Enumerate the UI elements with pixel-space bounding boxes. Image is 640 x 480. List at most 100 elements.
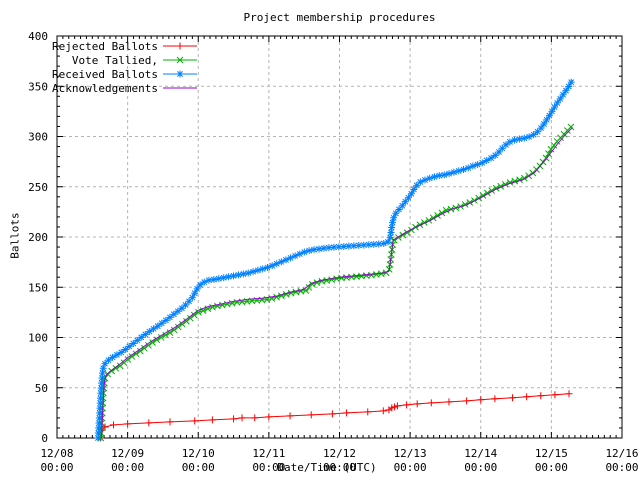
marker-star xyxy=(405,194,412,201)
marker-plus xyxy=(427,399,435,407)
y-tick-label: 100 xyxy=(28,332,48,345)
marker-star xyxy=(516,136,523,142)
marker-star xyxy=(150,325,157,332)
marker-star xyxy=(402,198,409,205)
legend-item-vote-tallied xyxy=(163,56,197,64)
marker-cross xyxy=(136,347,144,355)
marker-star xyxy=(316,246,322,252)
grid-lines xyxy=(57,36,622,438)
marker-cross xyxy=(204,305,212,313)
marker-star xyxy=(554,99,561,106)
marker-star xyxy=(118,349,125,356)
marker-plus xyxy=(403,401,411,409)
x-tick-sublabel: 00:00 xyxy=(605,461,638,474)
marker-cross xyxy=(145,341,152,349)
marker-star xyxy=(122,346,129,353)
y-tick-label: 300 xyxy=(28,131,48,144)
series-line-rejected-ballots xyxy=(100,393,570,439)
marker-star xyxy=(365,241,372,248)
series-markers-vote-tallied xyxy=(97,123,575,442)
marker-star xyxy=(215,275,222,282)
marker-plus xyxy=(463,397,471,405)
marker-star xyxy=(95,435,101,441)
marker-star xyxy=(130,340,137,347)
marker-cross xyxy=(166,329,174,336)
marker-cross xyxy=(128,353,136,360)
marker-cross xyxy=(199,307,207,314)
marker-cross xyxy=(170,326,178,334)
marker-star xyxy=(562,87,569,94)
series-markers-received-ballots xyxy=(94,78,575,442)
marker-star xyxy=(399,202,406,209)
marker-star xyxy=(557,95,564,102)
marker-plus xyxy=(265,413,273,421)
marker-star xyxy=(543,116,550,123)
marker-plus xyxy=(307,411,315,419)
marker-star xyxy=(320,245,327,252)
legend-label-vote-tallied: Vote Tallied, xyxy=(72,54,158,67)
x-tick-sublabel: 00:00 xyxy=(464,461,497,474)
x-tick-sublabel: 00:00 xyxy=(394,461,427,474)
marker-star xyxy=(146,328,153,335)
marker-plus xyxy=(166,418,174,426)
marker-plus xyxy=(537,392,545,400)
marker-star xyxy=(177,71,183,77)
marker-star xyxy=(565,83,572,90)
marker-star xyxy=(387,234,394,241)
marker-plus xyxy=(230,415,238,423)
marker-cross xyxy=(190,311,198,319)
marker-star xyxy=(436,172,443,179)
marker-cross xyxy=(141,344,148,352)
y-tick-label: 400 xyxy=(28,30,48,43)
marker-star xyxy=(388,224,395,231)
legend-item-received-ballots xyxy=(163,70,197,78)
marker-star xyxy=(220,274,227,281)
marker-star xyxy=(410,186,417,193)
x-tick-label: 12/16 xyxy=(605,447,638,460)
marker-plus xyxy=(145,419,153,427)
marker-star xyxy=(194,285,201,292)
marker-star xyxy=(330,244,337,251)
marker-plus xyxy=(328,410,336,418)
marker-cross xyxy=(124,356,132,363)
marker-star xyxy=(109,354,116,361)
marker-star xyxy=(311,246,317,253)
marker-cross xyxy=(186,314,194,322)
marker-cross xyxy=(550,141,558,149)
legend-sample-vote-tallied xyxy=(163,56,197,64)
marker-star xyxy=(197,281,204,288)
marker-star xyxy=(568,79,575,86)
x-tick-sublabel: 00:00 xyxy=(182,461,215,474)
y-tick-label: 200 xyxy=(28,231,48,244)
x-tick-label: 12/08 xyxy=(40,447,73,460)
marker-star xyxy=(511,137,518,144)
marker-cross xyxy=(183,317,190,325)
marker-cross xyxy=(195,308,202,316)
marker-star xyxy=(389,219,396,226)
marker-star xyxy=(230,272,237,279)
marker-star xyxy=(170,311,177,318)
legend xyxy=(163,42,197,89)
x-tick-label: 12/10 xyxy=(182,447,215,460)
marker-star xyxy=(530,131,537,138)
marker-plus xyxy=(477,396,485,404)
marker-cross xyxy=(162,331,169,339)
legend-label-rejected-ballots: Rejected Ballots xyxy=(52,40,158,53)
marker-cross xyxy=(461,201,469,208)
legend-item-rejected-ballots xyxy=(163,42,197,50)
marker-star xyxy=(488,155,495,162)
marker-star xyxy=(345,243,352,250)
marker-cross xyxy=(153,336,161,344)
x-tick-sublabel: 00:00 xyxy=(535,461,568,474)
marker-star xyxy=(408,190,415,197)
x-tick-label: 12/13 xyxy=(394,447,427,460)
marker-star xyxy=(96,405,103,412)
marker-plus xyxy=(176,42,184,50)
marker-star xyxy=(335,243,342,250)
marker-star xyxy=(306,247,313,254)
marker-cross xyxy=(545,150,552,157)
marker-star xyxy=(210,276,217,283)
marker-star xyxy=(350,242,357,249)
marker-star xyxy=(502,141,509,148)
